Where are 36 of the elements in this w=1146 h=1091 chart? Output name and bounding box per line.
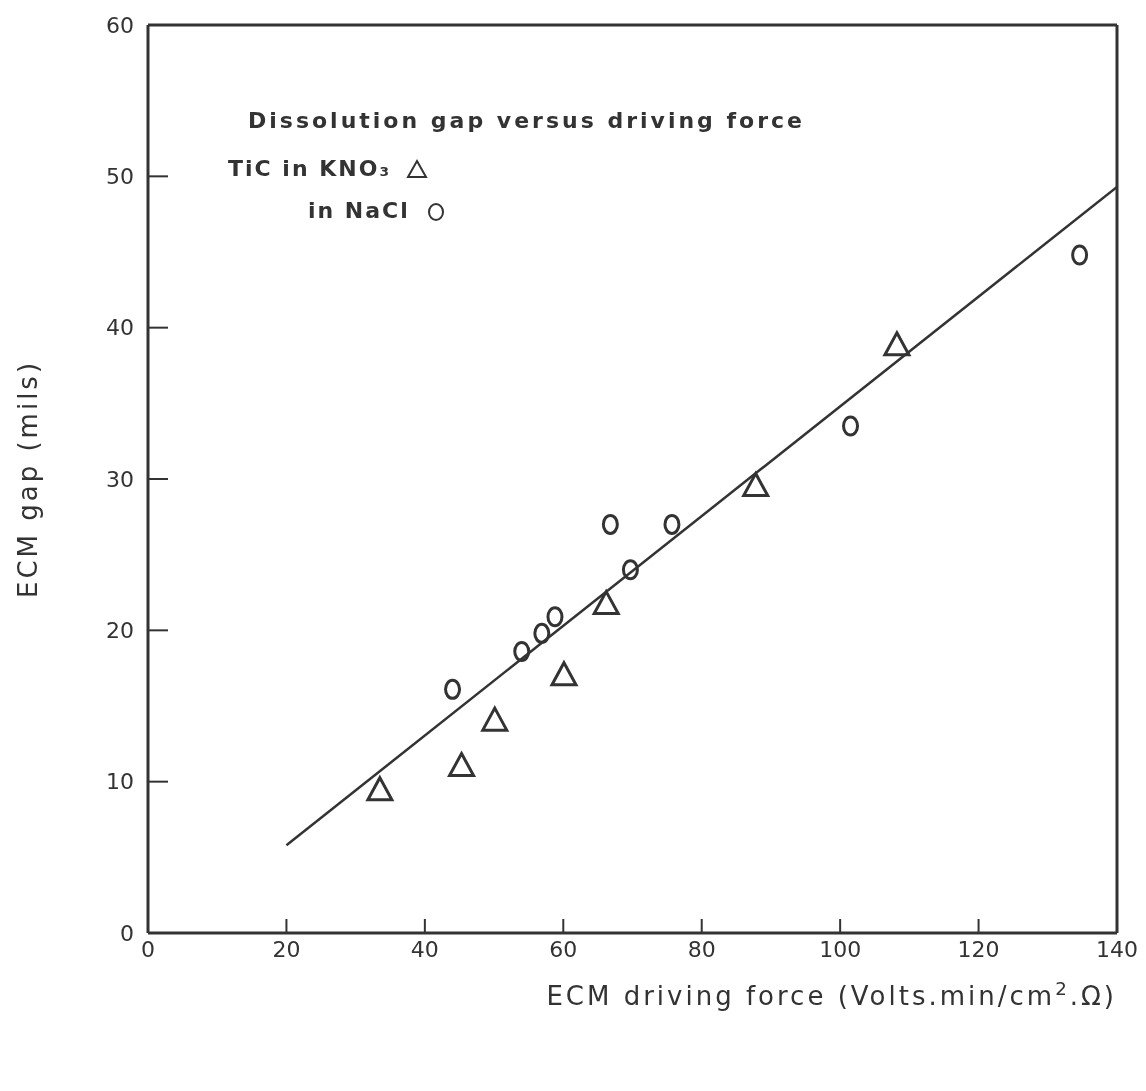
y-tick-label: 0 (120, 920, 134, 946)
point (444, 678, 462, 700)
y-tick-label: 20 (106, 618, 134, 644)
legend-label: TiC in KNO₃ (228, 155, 392, 183)
x-tick-label: 120 (957, 936, 1000, 962)
y-tick-label: 10 (106, 769, 134, 795)
x-tick-label: 40 (410, 936, 439, 962)
x-tick-label: 60 (549, 936, 578, 962)
point (513, 641, 531, 663)
point (366, 776, 394, 802)
point (481, 706, 509, 732)
x-tick-label: 140 (1096, 936, 1138, 962)
point (842, 415, 860, 437)
point (742, 472, 770, 498)
point (601, 513, 619, 535)
point (546, 606, 564, 628)
x-tick-label: 80 (687, 936, 716, 962)
x-axis-title: ECM driving force (Volts.min/cm$^{2}$.Ω) (546, 977, 1117, 1011)
y-tick-label: 60 (106, 12, 134, 38)
point (448, 752, 476, 778)
x-tick-label: 20 (272, 936, 301, 962)
text: Dissolution gap versus driving force (248, 108, 806, 133)
y-tick-label: 40 (106, 315, 134, 341)
y-tick-label: 50 (106, 164, 134, 190)
point (663, 513, 681, 535)
point (883, 331, 911, 357)
point (592, 590, 620, 616)
point (621, 559, 639, 581)
point (550, 661, 578, 687)
y-tick-label: 30 (106, 466, 134, 492)
x-tick-label: 100 (819, 936, 862, 962)
point (1071, 244, 1089, 266)
x-tick-label: 0 (141, 936, 155, 962)
legend-label: in NaCl (308, 197, 410, 225)
point (533, 622, 551, 644)
y-axis-title: ECM gap (mils) (13, 359, 44, 599)
